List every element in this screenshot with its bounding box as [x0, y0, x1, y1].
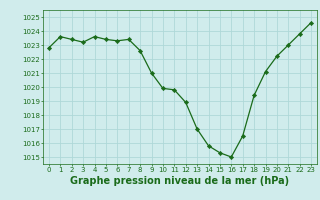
X-axis label: Graphe pression niveau de la mer (hPa): Graphe pression niveau de la mer (hPa)	[70, 176, 290, 186]
